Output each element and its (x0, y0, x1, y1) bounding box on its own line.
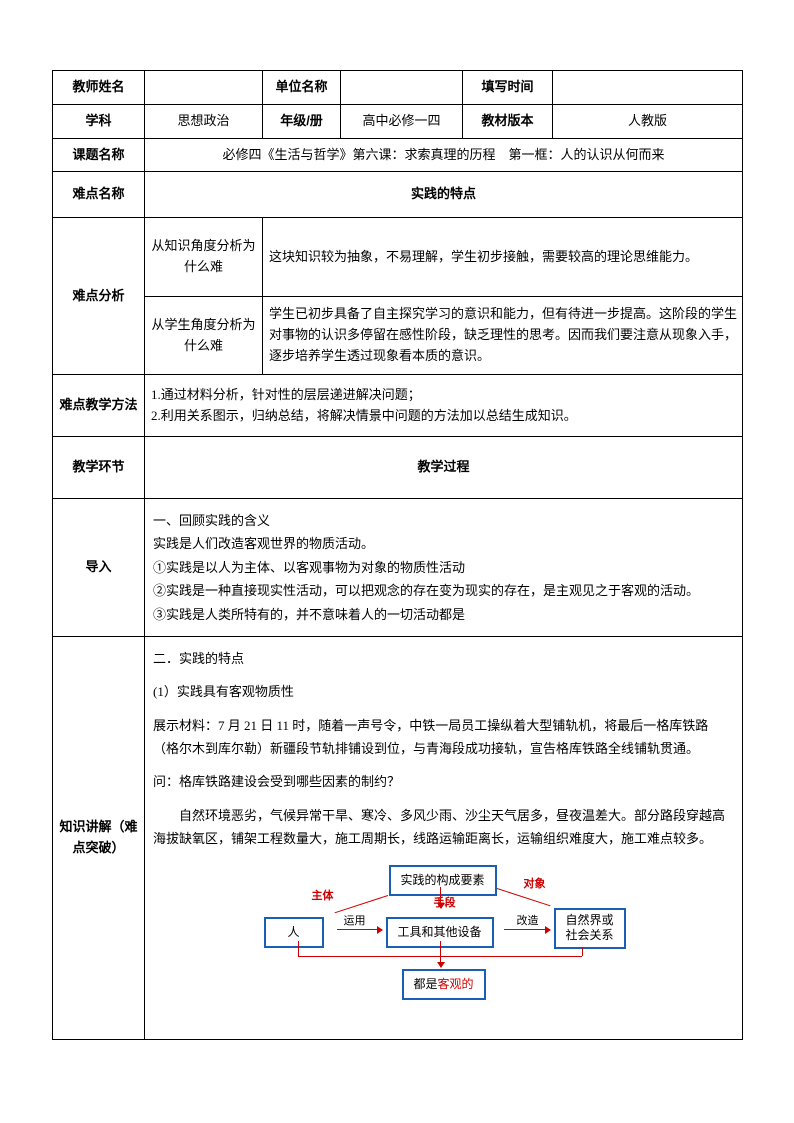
intro-line3: ①实践是以人为主体、以客观事物为对象的物质性活动 (153, 556, 734, 579)
row-analysis-2: 从学生角度分析为什么难 学生已初步具备了自主探究学习的意识和能力，但有待进一步提… (53, 296, 743, 375)
row-intro: 导入 一、回顾实践的含义 实践是人们改造客观世界的物质活动。 ①实践是以人为主体… (53, 498, 743, 636)
topic-value: 必修四《生活与哲学》第六课：求索真理的历程 第一框：人的认识从何而来 (145, 138, 743, 172)
arrow-down-bottom (440, 941, 441, 967)
row-process-header: 教学环节 教学过程 (53, 437, 743, 499)
time-label: 填写时间 (463, 71, 553, 105)
topic-label: 课题名称 (53, 138, 145, 172)
diagram-right-box: 自然界或 社会关系 (554, 908, 626, 949)
line-bl-v (298, 941, 299, 956)
diagram-right-l1: 自然界或 (566, 913, 614, 929)
row-subject: 学科 思想政治 年级/册 高中必修一四 教材版本 人教版 (53, 104, 743, 138)
time-value (553, 71, 743, 105)
unit-label: 单位名称 (263, 71, 341, 105)
analysis-sub1-label: 从知识角度分析为什么难 (145, 218, 263, 297)
intro-line1: 一、回顾实践的含义 (153, 509, 734, 532)
intro-line2: 实践是人们改造客观世界的物质活动。 (153, 532, 734, 555)
explain-p3: 展示材料：7 月 21 日 11 时，随着一声号令，中铁一局员工操纵着大型铺轨机… (153, 714, 734, 761)
diagram-left-box: 人 (264, 917, 324, 949)
line-br-v (582, 947, 583, 956)
explain-p4: 问：格库铁路建设会受到哪些因素的制约？ (153, 770, 734, 793)
explain-p1: 二．实践的特点 (153, 647, 734, 670)
process-label: 教学过程 (145, 437, 743, 499)
teacher-label: 教师姓名 (53, 71, 145, 105)
arrow-mid-right (504, 929, 550, 930)
diagram-right-l2: 社会关系 (566, 928, 614, 944)
intro-line4: ②实践是一种直接现实性活动，可以把观念的存在变为现实的存在，是主观见之于客观的活… (153, 579, 734, 602)
practice-diagram: 实践的构成要素 主体 对象 手段 人 工具和其他设备 自然界或 社会关系 运用 … (224, 865, 664, 1015)
diagram-top-box: 实践的构成要素 (389, 865, 497, 897)
method-line1: 1.通过材料分析，针对性的层层递进解决问题； (151, 385, 738, 406)
explain-p2: (1）实践具有客观物质性 (153, 680, 734, 703)
line-br-h (440, 956, 582, 957)
method-label: 难点教学方法 (53, 375, 145, 437)
env-label: 教学环节 (53, 437, 145, 499)
analysis-sub2-value: 学生已初步具备了自主探究学习的意识和能力，但有待进一步提高。这阶段的学生对事物的… (263, 296, 743, 375)
difficulty-name-value: 实践的特点 (145, 172, 743, 218)
diagram-container: 实践的构成要素 主体 对象 手段 人 工具和其他设备 自然界或 社会关系 运用 … (153, 865, 734, 1015)
diagram-object-label: 对象 (524, 875, 546, 895)
analysis-sub2-label: 从学生角度分析为什么难 (145, 296, 263, 375)
subject-value: 思想政治 (145, 104, 263, 138)
explain-p5: 自然环境恶劣，气候异常干旱、寒冷、多风少雨、沙尘天气居多，昼夜温差大。部分路段穿… (153, 804, 734, 851)
diagram-bottom-prefix: 都是 (414, 977, 438, 991)
method-line2: 2.利用关系图示，归纳总结，将解决情景中问题的方法加以总结生成知识。 (151, 406, 738, 427)
diagram-subject-label: 主体 (312, 887, 334, 907)
analysis-label: 难点分析 (53, 218, 145, 375)
version-value: 人教版 (553, 104, 743, 138)
teacher-value (145, 71, 263, 105)
row-explain: 知识讲解（难点突破） 二．实践的特点 (1）实践具有客观物质性 展示材料：7 月… (53, 636, 743, 1039)
analysis-sub1-value: 这块知识较为抽象，不易理解，学生初步接触，需要较高的理论思维能力。 (263, 218, 743, 297)
grade-label: 年级/册 (263, 104, 341, 138)
difficulty-name-label: 难点名称 (53, 172, 145, 218)
row-difficulty-name: 难点名称 实践的特点 (53, 172, 743, 218)
diagram-bottom-box: 都是客观的 (402, 969, 486, 1001)
line-bl-h (298, 956, 440, 957)
row-method: 难点教学方法 1.通过材料分析，针对性的层层递进解决问题； 2.利用关系图示，归… (53, 375, 743, 437)
arrow-left-mid (337, 929, 382, 930)
row-topic: 课题名称 必修四《生活与哲学》第六课：求索真理的历程 第一框：人的认识从何而来 (53, 138, 743, 172)
row-analysis-1: 难点分析 从知识角度分析为什么难 这块知识较为抽象，不易理解，学生初步接触，需要… (53, 218, 743, 297)
unit-value (341, 71, 463, 105)
subject-label: 学科 (53, 104, 145, 138)
version-label: 教材版本 (463, 104, 553, 138)
line-topleft (334, 895, 388, 913)
lesson-plan-table: 教师姓名 单位名称 填写时间 学科 思想政治 年级/册 高中必修一四 教材版本 … (52, 70, 743, 1040)
method-value: 1.通过材料分析，针对性的层层递进解决问题； 2.利用关系图示，归纳总结，将解决… (145, 375, 743, 437)
diagram-bottom-red: 客观的 (438, 977, 474, 991)
explain-content: 二．实践的特点 (1）实践具有客观物质性 展示材料：7 月 21 日 11 时，… (145, 636, 743, 1039)
grade-value: 高中必修一四 (341, 104, 463, 138)
intro-label: 导入 (53, 498, 145, 636)
arrow-down-mid (440, 887, 441, 908)
explain-label: 知识讲解（难点突破） (53, 636, 145, 1039)
row-teacher: 教师姓名 单位名称 填写时间 (53, 71, 743, 105)
intro-line5: ③实践是人类所特有的，并不意味着人的一切活动都是 (153, 603, 734, 626)
intro-content: 一、回顾实践的含义 实践是人们改造客观世界的物质活动。 ①实践是以人为主体、以客… (145, 498, 743, 636)
